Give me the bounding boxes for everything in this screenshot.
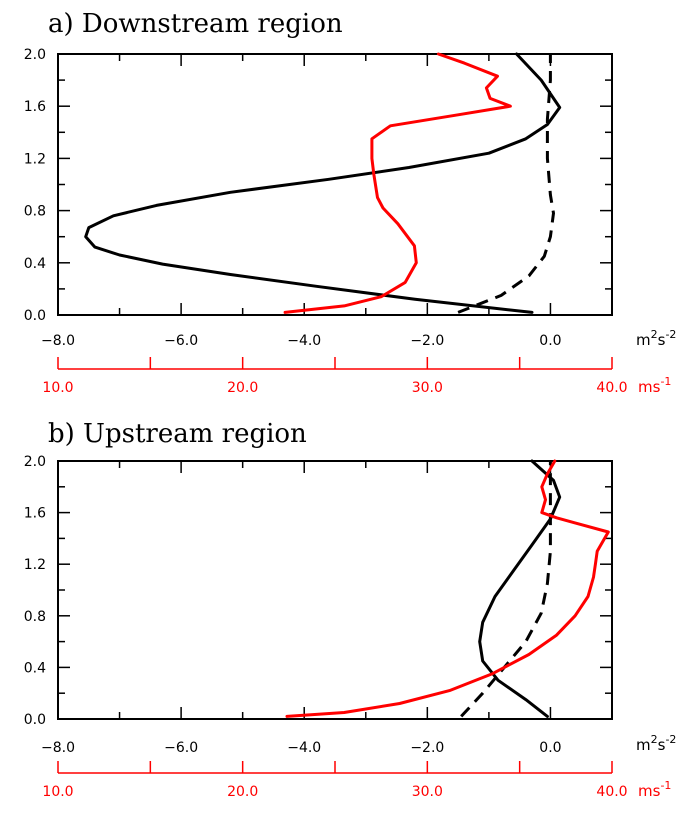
series-black-dashed-line: [460, 461, 552, 718]
x-tick-label: −6.0: [164, 333, 198, 349]
x-tick-label: −4.0: [287, 740, 321, 756]
red-axis-tick-label: 40.0: [596, 784, 627, 800]
red-axis-tick-label: 10.0: [42, 784, 73, 800]
x-axis-unit: m2s-2: [636, 328, 676, 349]
y-tick-label: 0.0: [24, 308, 46, 324]
y-tick-label: 2.0: [24, 454, 46, 470]
red-axis-unit: ms-1: [638, 779, 671, 800]
y-tick-label: 2.0: [24, 47, 46, 63]
panel-title: b) Upstream region: [48, 419, 307, 449]
x-tick-label: −6.0: [164, 740, 198, 756]
series-black-line: [478, 459, 562, 718]
series-black-dashed-line: [457, 54, 555, 314]
y-tick-label: 1.6: [24, 99, 46, 115]
red-axis-tick-label: 30.0: [412, 380, 443, 396]
plot-frame: [57, 460, 613, 720]
red-axis-tick-label: 30.0: [412, 784, 443, 800]
y-tick-label: 0.4: [24, 256, 46, 272]
panel-a: a) Downstream region 0.0 0.4 0.8 1.2 1.6 2.0 −8…: [24, 9, 677, 396]
x-axis-unit: m2s-2: [636, 733, 676, 754]
y-tick-label: 0.8: [24, 609, 46, 625]
y-tick-label: 0.0: [24, 712, 46, 728]
y-tick-label: 0.4: [24, 660, 46, 676]
series-red-line: [283, 52, 512, 314]
red-axis-unit: ms-1: [638, 375, 671, 396]
y-tick-label: 0.8: [24, 204, 46, 220]
red-axis-tick-label: 20.0: [227, 784, 258, 800]
x-tick-label: 0.0: [539, 333, 561, 349]
y-tick-label: 1.2: [24, 151, 46, 167]
series-red-line: [285, 459, 610, 718]
y-tick-label: 1.2: [24, 557, 46, 573]
x-tick-label: −4.0: [287, 333, 321, 349]
series-black-line: [84, 52, 562, 314]
y-tick-label: 1.6: [24, 506, 46, 522]
x-tick-label: −2.0: [410, 333, 444, 349]
x-tick-label: −8.0: [41, 740, 75, 756]
x-tick-label: 0.0: [539, 740, 561, 756]
panel-b: b) Upstream region 0.0 0.4 0.8 1.2 1.6 2.0 −8.0…: [24, 419, 677, 800]
red-axis-tick-label: 40.0: [596, 380, 627, 396]
red-axis-tick-label: 10.0: [42, 380, 73, 396]
red-axis-tick-label: 20.0: [227, 380, 258, 396]
x-tick-label: −8.0: [41, 333, 75, 349]
x-tick-label: −2.0: [410, 740, 444, 756]
panel-title: a) Downstream region: [48, 9, 343, 39]
